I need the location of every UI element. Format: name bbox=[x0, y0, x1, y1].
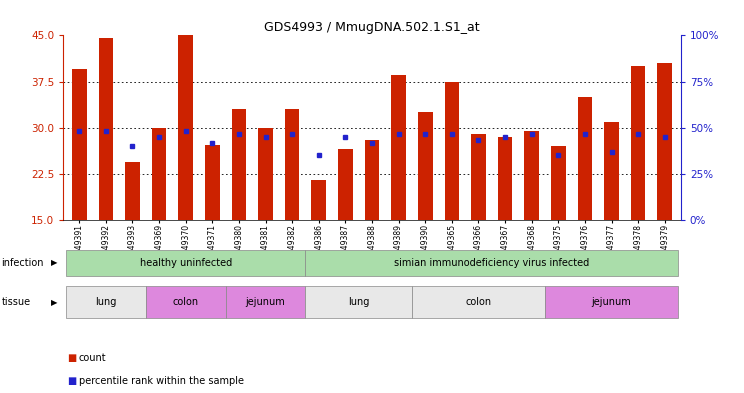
Bar bbox=[525, 131, 539, 220]
Bar bbox=[551, 146, 565, 220]
Bar bbox=[365, 140, 379, 220]
Text: simian immunodeficiency virus infected: simian immunodeficiency virus infected bbox=[394, 258, 589, 268]
Bar bbox=[258, 128, 273, 220]
Bar bbox=[225, 286, 306, 318]
Text: colon: colon bbox=[173, 297, 199, 307]
Text: lung: lung bbox=[348, 297, 369, 307]
Bar bbox=[125, 162, 140, 220]
Text: infection: infection bbox=[1, 258, 44, 268]
Bar bbox=[306, 250, 678, 275]
Bar bbox=[66, 250, 306, 275]
Text: percentile rank within the sample: percentile rank within the sample bbox=[79, 376, 244, 386]
Bar bbox=[231, 109, 246, 220]
Bar bbox=[306, 286, 412, 318]
Bar bbox=[604, 121, 619, 220]
Text: count: count bbox=[79, 353, 106, 363]
Bar bbox=[444, 82, 459, 220]
Text: lung: lung bbox=[95, 297, 117, 307]
Text: colon: colon bbox=[466, 297, 492, 307]
Bar bbox=[179, 35, 193, 220]
Bar bbox=[285, 109, 300, 220]
Bar bbox=[98, 39, 113, 220]
Bar bbox=[152, 128, 167, 220]
Text: jejunum: jejunum bbox=[591, 297, 632, 307]
Bar bbox=[205, 145, 219, 220]
Text: jejunum: jejunum bbox=[246, 297, 286, 307]
Bar bbox=[577, 97, 592, 220]
Bar bbox=[545, 286, 678, 318]
Text: ■: ■ bbox=[67, 376, 76, 386]
Bar bbox=[72, 69, 86, 220]
Text: healthy uninfected: healthy uninfected bbox=[140, 258, 232, 268]
Text: tissue: tissue bbox=[1, 297, 31, 307]
Title: GDS4993 / MmugDNA.502.1.S1_at: GDS4993 / MmugDNA.502.1.S1_at bbox=[264, 21, 480, 34]
Bar bbox=[391, 75, 406, 220]
Bar bbox=[146, 286, 225, 318]
Text: ■: ■ bbox=[67, 353, 76, 363]
Bar bbox=[338, 149, 353, 220]
Bar bbox=[658, 63, 672, 220]
Bar bbox=[631, 66, 646, 220]
Bar bbox=[412, 286, 545, 318]
Bar bbox=[418, 112, 432, 220]
Bar bbox=[498, 137, 513, 220]
Text: ▶: ▶ bbox=[51, 259, 57, 267]
Bar bbox=[312, 180, 326, 220]
Bar bbox=[471, 134, 486, 220]
Bar bbox=[66, 286, 146, 318]
Text: ▶: ▶ bbox=[51, 298, 57, 307]
